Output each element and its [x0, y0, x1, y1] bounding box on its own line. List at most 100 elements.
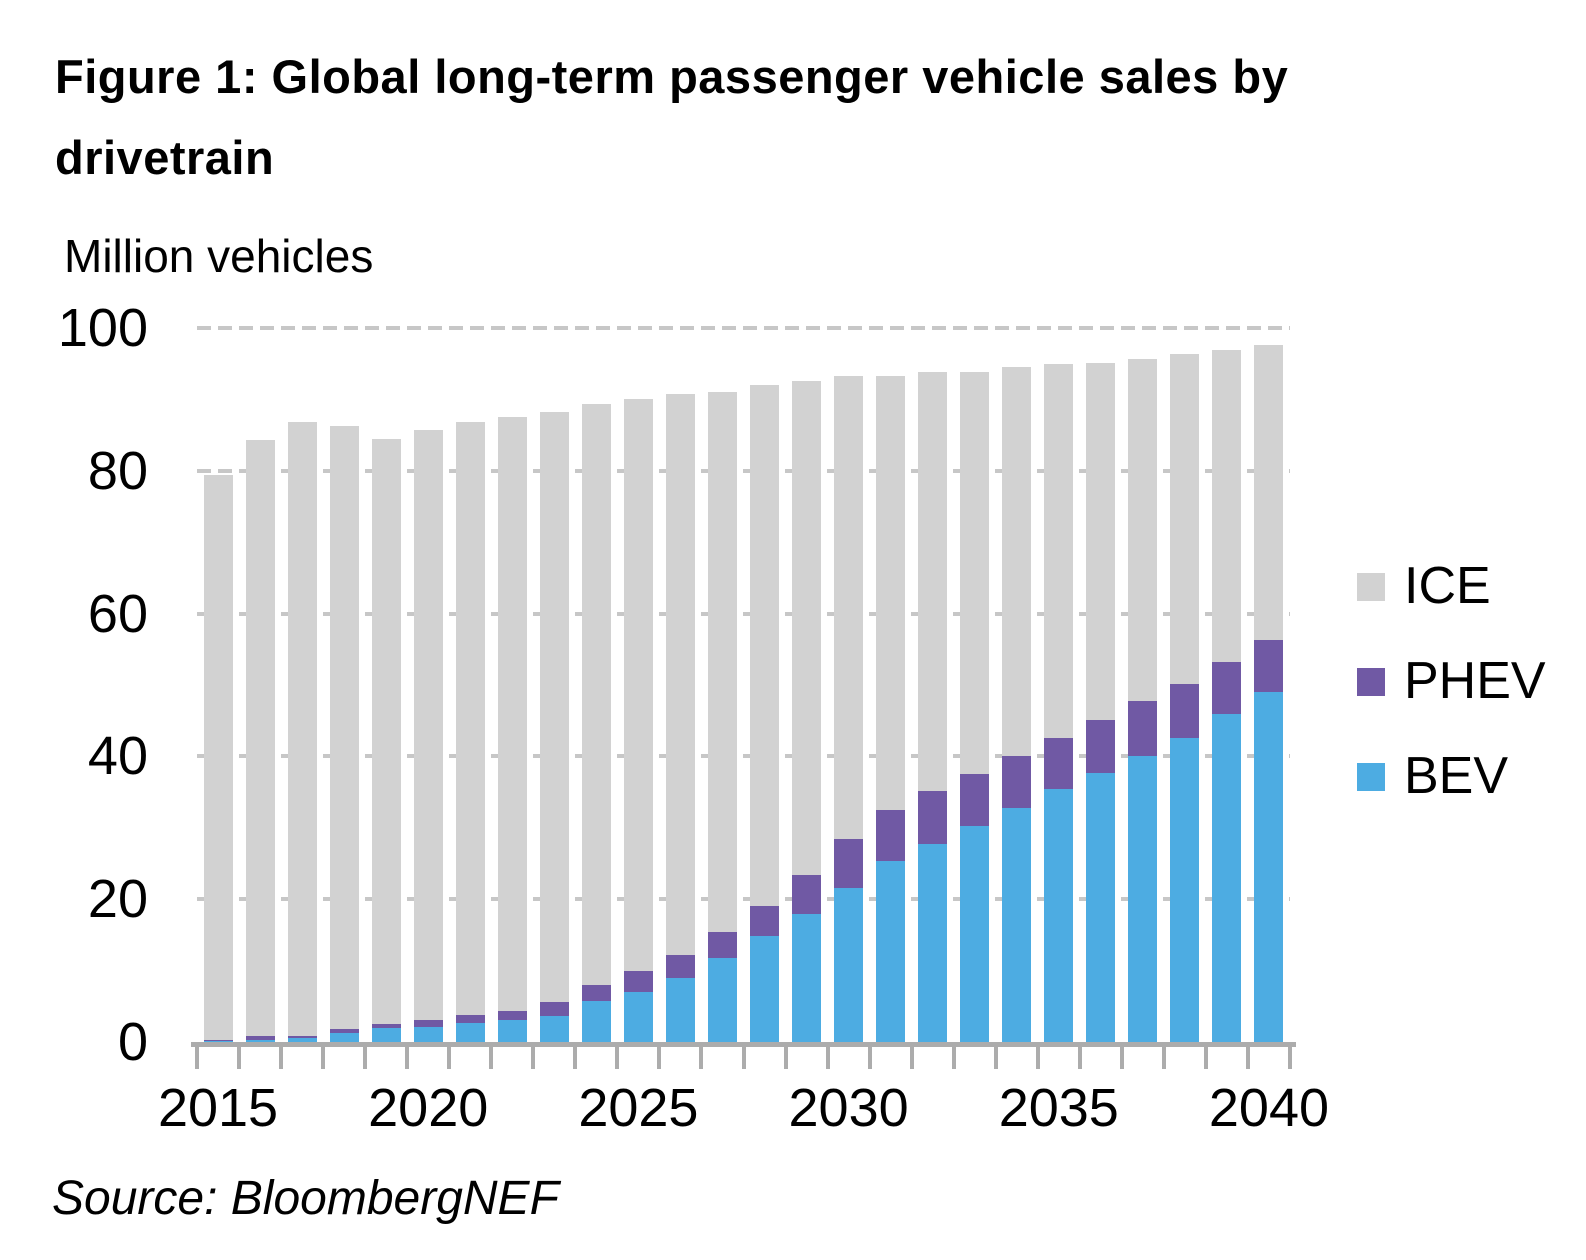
bar-stack-2031 — [876, 375, 906, 1042]
bar-2024-bev-segment — [581, 1001, 611, 1042]
bar-2037-phev-segment — [1128, 701, 1158, 757]
ice-swatch-icon — [1357, 572, 1385, 601]
bar-stack-2022 — [497, 416, 527, 1042]
x-axis-tick — [1119, 1047, 1124, 1069]
bar-2021-phev-segment — [455, 1014, 485, 1024]
bar-stack-2028 — [749, 385, 779, 1042]
bar-stack-2016 — [245, 440, 275, 1042]
bar-2026-phev-segment — [665, 954, 695, 978]
bar-2036-phev-segment — [1086, 720, 1116, 773]
bar-2020-ice-segment — [413, 430, 443, 1020]
bar-2030-ice-segment — [833, 375, 863, 840]
x-tick-label-2035: 2035 — [998, 1078, 1119, 1138]
y-tick-label-100: 100 — [57, 298, 148, 358]
bar-2035-ice-segment — [1044, 363, 1074, 738]
bar-2022-phev-segment — [497, 1011, 527, 1020]
y-axis-labels: 0 20 40 60 80 100 — [0, 300, 148, 1070]
bar-stack-2019 — [371, 439, 401, 1042]
bar-2019-ice-segment — [371, 439, 401, 1025]
x-axis-tick — [363, 1047, 368, 1069]
bar-stack-2024 — [581, 403, 611, 1042]
x-axis-tick — [699, 1047, 704, 1069]
bar-2030 — [827, 328, 869, 1042]
bar-stack-2023 — [539, 412, 569, 1042]
legend-item-ice: ICE — [1357, 558, 1546, 615]
bar-2029-phev-segment — [791, 874, 821, 915]
gridline-100 — [197, 326, 1290, 330]
bar-2023-bev-segment — [539, 1015, 569, 1042]
x-axis-tick — [615, 1047, 620, 1069]
bar-2027-ice-segment — [707, 391, 737, 933]
bar-2019 — [365, 328, 407, 1042]
y-tick-label-0: 0 — [117, 1012, 148, 1072]
bar-series — [197, 328, 1290, 1042]
bar-2016-phev-segment — [245, 1036, 275, 1040]
bar-2040 — [1248, 328, 1290, 1042]
y-axis-title: Million vehicles — [64, 230, 374, 282]
bar-2018-bev-segment — [329, 1032, 359, 1042]
bar-2024-phev-segment — [581, 984, 611, 1002]
bar-2039 — [1206, 328, 1248, 1042]
bar-2040-bev-segment — [1254, 692, 1284, 1042]
bar-2017-phev-segment — [287, 1035, 317, 1038]
bar-stack-2026 — [665, 394, 695, 1042]
bar-2030-bev-segment — [833, 887, 863, 1042]
bar-2024 — [575, 328, 617, 1042]
bar-stack-2034 — [1002, 367, 1032, 1042]
x-axis-tick — [279, 1047, 284, 1069]
bar-2034 — [996, 328, 1038, 1042]
bar-2016-bev-segment — [245, 1039, 275, 1042]
x-axis-tick — [1245, 1047, 1250, 1069]
bar-2034-phev-segment — [1002, 755, 1032, 808]
bar-2037 — [1122, 328, 1164, 1042]
y-tick-label-20: 20 — [87, 869, 148, 930]
x-axis-tick — [867, 1047, 872, 1069]
bar-2017 — [281, 328, 323, 1042]
bar-2035 — [1038, 328, 1080, 1042]
bar-2025-phev-segment — [623, 971, 653, 993]
bar-2020-phev-segment — [413, 1019, 443, 1028]
gridline-40 — [197, 754, 1290, 759]
bar-2031-phev-segment — [876, 809, 906, 862]
bar-2031-ice-segment — [876, 375, 906, 810]
chart-plot-area — [191, 326, 1296, 1069]
bar-2021-ice-segment — [455, 421, 485, 1015]
bar-2028-ice-segment — [749, 385, 779, 907]
x-axis-tick — [1035, 1047, 1040, 1069]
bar-2023 — [533, 328, 575, 1042]
bar-stack-2036 — [1086, 363, 1116, 1042]
x-axis-tick — [993, 1047, 998, 1069]
bar-2025 — [617, 328, 659, 1042]
bar-2026-ice-segment — [665, 394, 695, 955]
bar-2017-ice-segment — [287, 421, 317, 1036]
x-axis-tick — [783, 1047, 788, 1069]
bar-2038 — [1164, 328, 1206, 1042]
bar-2021-bev-segment — [455, 1023, 485, 1042]
x-axis-tick — [951, 1047, 956, 1069]
bar-2015-phev-segment — [203, 1039, 233, 1041]
bar-2032-bev-segment — [918, 844, 948, 1042]
bar-2037-bev-segment — [1128, 756, 1158, 1042]
bar-2018 — [323, 328, 365, 1042]
bar-2031 — [870, 328, 912, 1042]
bar-2036-bev-segment — [1086, 772, 1116, 1042]
x-axis-tick — [195, 1047, 199, 1069]
bar-2040-phev-segment — [1254, 640, 1284, 693]
bar-stack-2029 — [791, 380, 821, 1042]
bar-2023-phev-segment — [539, 1002, 569, 1016]
legend: ICE PHEV BEV — [1357, 558, 1546, 843]
bar-2022-bev-segment — [497, 1019, 527, 1042]
bar-2029-bev-segment — [791, 914, 821, 1042]
x-axis-tick — [573, 1047, 578, 1069]
bar-2015-bev-segment — [203, 1040, 233, 1042]
source-text: Source: BloombergNEF — [52, 1172, 559, 1225]
bar-2039-ice-segment — [1212, 350, 1242, 663]
bar-2022 — [491, 328, 533, 1042]
bar-2023-ice-segment — [539, 412, 569, 1003]
x-axis-tick — [1077, 1047, 1082, 1069]
bar-2017-bev-segment — [287, 1037, 317, 1042]
bar-2027 — [701, 328, 743, 1042]
bar-2026 — [659, 328, 701, 1042]
bar-stack-2021 — [455, 421, 485, 1042]
